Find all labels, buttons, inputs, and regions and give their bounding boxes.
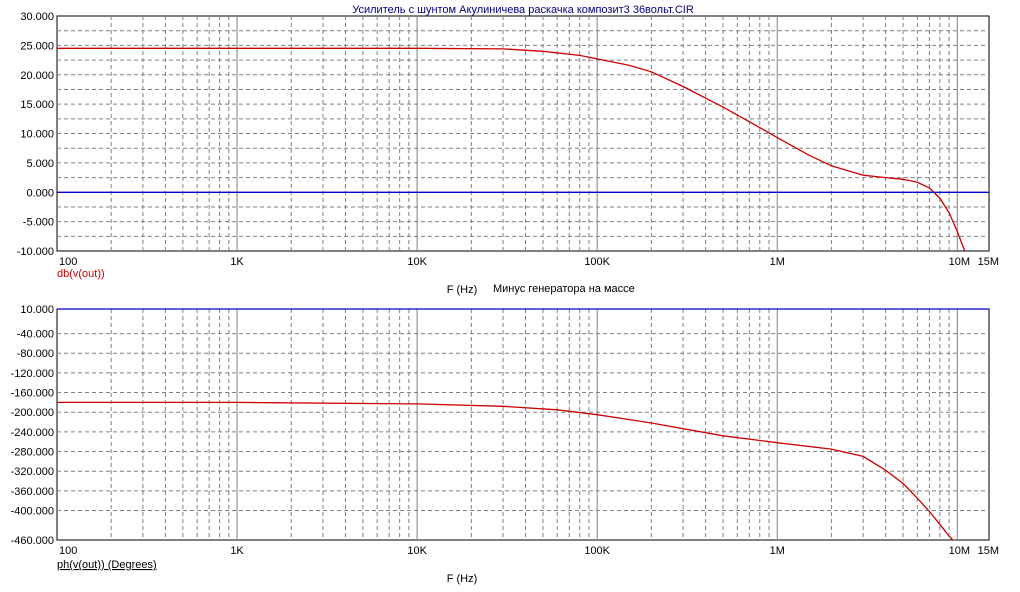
phase-ytick-label: -200.000 — [11, 407, 54, 419]
gain-ytick-label: 15.000 — [20, 99, 54, 111]
phase-trace — [57, 401, 954, 540]
gain-ytick-label: -5.000 — [23, 217, 54, 229]
gain-ytick-label: 20.000 — [20, 70, 54, 82]
phase-ytick-label: -240.000 — [11, 427, 54, 439]
gain-xtick-label: 1K — [230, 256, 244, 268]
gain-ytick-label: 10.000 — [20, 129, 54, 141]
phase-xtick-label: 10K — [407, 545, 427, 557]
phase-ytick-label: -400.000 — [11, 506, 54, 518]
phase-xtick-label: 1M — [770, 545, 785, 557]
gain-xtick-label: 100K — [584, 256, 610, 268]
gain-x-label: F (Hz) — [447, 284, 478, 296]
phase-ytick-label: -280.000 — [11, 447, 54, 459]
phase-xtick-label: 10M — [949, 545, 970, 557]
chart-title: Усилитель с шунтом Акулиничева раскачка … — [352, 4, 694, 16]
phase-xtick-label: 100 — [59, 545, 77, 557]
phase-y-label: ph(v(out)) (Degrees) — [57, 559, 157, 571]
phase-ytick-label: -160.000 — [11, 388, 54, 400]
gain-ytick-label: 30.000 — [20, 11, 54, 23]
phase-chart: 10.000 -40.000 -80.000 -120.000 -160.000 -200… — [11, 304, 999, 557]
phase-xtick-label: 15M — [978, 545, 999, 557]
phase-x-label: F (Hz) — [447, 573, 478, 585]
phase-ytick-label: -120.000 — [11, 368, 54, 380]
gain-xtick-label: 10K — [407, 256, 427, 268]
phase-plot-frame — [56, 308, 990, 541]
phase-ytick-label: -80.000 — [17, 348, 54, 360]
gain-ytick-label: 0.000 — [26, 187, 54, 199]
phase-ytick-label: -460.000 — [11, 535, 54, 547]
phase-xtick-label: 100K — [584, 545, 610, 557]
gain-y-label: db(v(out)) — [57, 268, 105, 280]
gain-ytick-label: 25.000 — [20, 40, 54, 52]
gain-ytick-label: -10.000 — [17, 246, 54, 258]
gain-xtick-label: 15M — [978, 256, 999, 268]
gain-subtitle: Минус генератора на массе — [493, 283, 635, 295]
phase-ytick-label: -360.000 — [11, 486, 54, 498]
gain-chart: 30.000 25.000 20.000 15.000 10.000 5.000 0.000… — [17, 11, 999, 268]
gain-ytick-label: 5.000 — [26, 158, 54, 170]
gain-xtick-label: 10M — [949, 256, 970, 268]
gain-trace — [57, 47, 966, 251]
gain-xtick-label: 1M — [770, 256, 785, 268]
phase-ytick-label: -40.000 — [17, 329, 54, 341]
phase-xtick-label: 1K — [230, 545, 244, 557]
gain-xtick-label: 100 — [59, 256, 77, 268]
phase-ytick-label: -320.000 — [11, 466, 54, 478]
phase-ytick-label: 10.000 — [20, 304, 54, 316]
